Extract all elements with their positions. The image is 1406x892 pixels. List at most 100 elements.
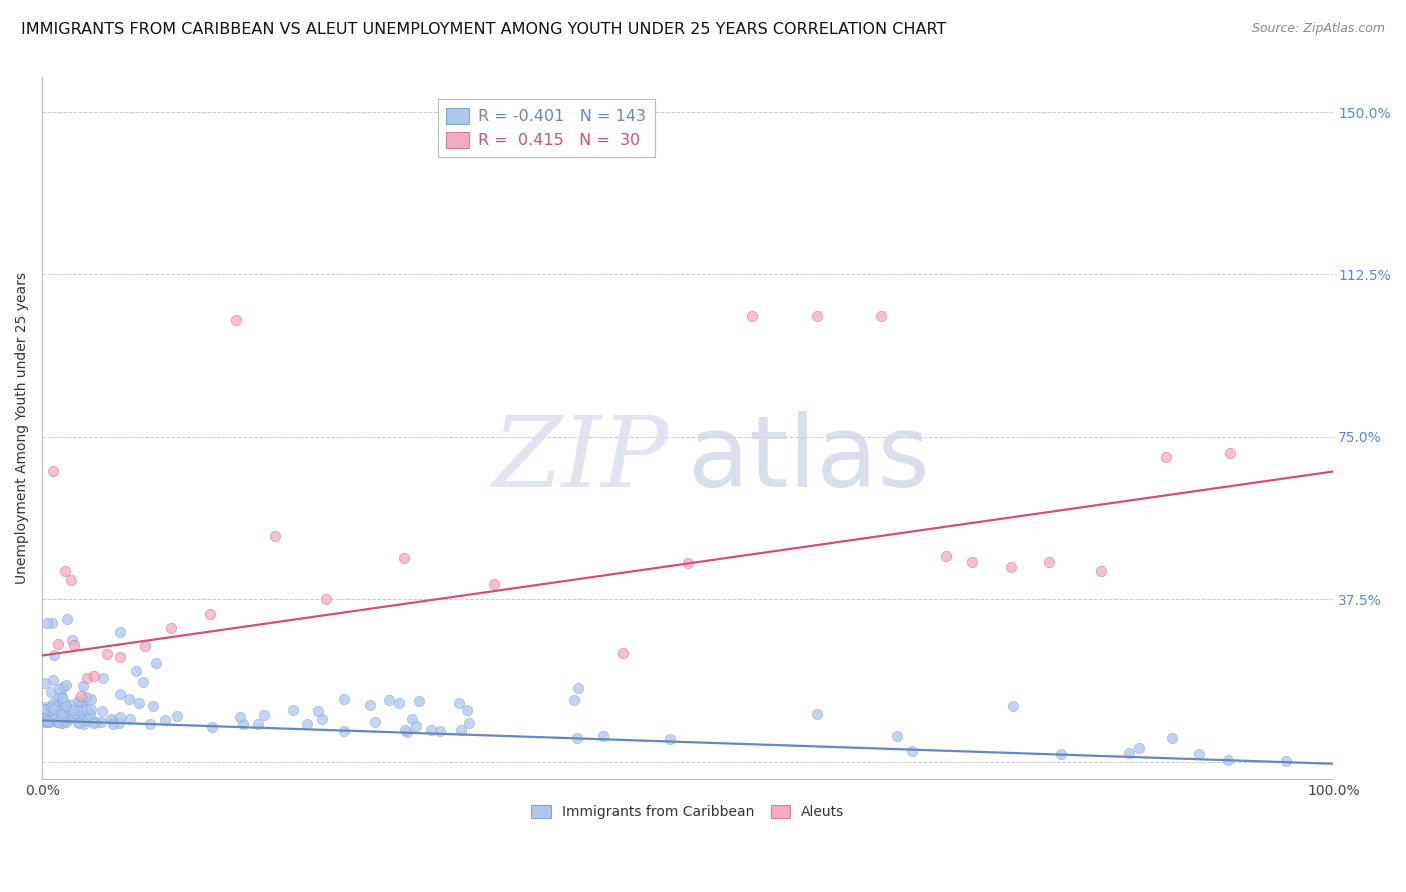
- Point: [51, 690, 73, 705]
- Point: [63, 706, 86, 720]
- Point: [67, 703, 90, 717]
- Point: [75, 690, 97, 704]
- Point: [333, 692, 356, 706]
- Point: [562, 693, 585, 707]
- Point: [41, 465, 63, 479]
- Point: [76, 712, 98, 726]
- Point: [53, 698, 76, 713]
- Point: [60, 698, 83, 712]
- Point: [450, 723, 472, 737]
- Point: [55, 698, 77, 713]
- Point: [79, 708, 101, 723]
- Point: [198, 607, 221, 621]
- Point: [48, 709, 70, 723]
- Point: [128, 697, 150, 711]
- Point: [139, 716, 162, 731]
- Point: [659, 732, 682, 747]
- Point: [39, 685, 62, 699]
- Point: [67, 693, 90, 707]
- Point: [59, 711, 82, 725]
- Point: [41, 696, 63, 710]
- Point: [1216, 753, 1239, 767]
- Point: [107, 716, 129, 731]
- Point: [44, 705, 66, 719]
- Point: [1038, 556, 1060, 570]
- Point: [63, 638, 86, 652]
- Point: [429, 723, 451, 738]
- Point: [70, 689, 93, 703]
- Point: [108, 710, 131, 724]
- Point: [297, 717, 319, 731]
- Point: [1219, 445, 1241, 459]
- Point: [592, 729, 614, 743]
- Point: [51, 690, 73, 705]
- Y-axis label: Unemployment Among Youth under 25 years: Unemployment Among Youth under 25 years: [15, 272, 30, 584]
- Point: [225, 313, 247, 327]
- Text: Source: ZipAtlas.com: Source: ZipAtlas.com: [1251, 22, 1385, 36]
- Point: [960, 556, 983, 570]
- Point: [45, 707, 67, 722]
- Point: [53, 714, 76, 728]
- Point: [75, 702, 97, 716]
- Point: [79, 706, 101, 720]
- Point: [39, 712, 62, 726]
- Point: [66, 714, 89, 729]
- Point: [166, 709, 188, 723]
- Point: [90, 714, 112, 729]
- Point: [449, 696, 471, 710]
- Point: [118, 712, 141, 726]
- Point: [42, 699, 65, 714]
- Point: [51, 706, 73, 721]
- Point: [35, 713, 58, 727]
- Point: [80, 692, 103, 706]
- Point: [44, 712, 66, 726]
- Point: [52, 695, 75, 709]
- Text: IMMIGRANTS FROM CARIBBEAN VS ALEUT UNEMPLOYMENT AMONG YOUTH UNDER 25 YEARS CORRE: IMMIGRANTS FROM CARIBBEAN VS ALEUT UNEMP…: [21, 22, 946, 37]
- Point: [38, 709, 60, 723]
- Point: [73, 717, 96, 731]
- Point: [311, 713, 333, 727]
- Point: [83, 715, 105, 730]
- Point: [1118, 746, 1140, 760]
- Point: [1090, 564, 1112, 578]
- Point: [46, 714, 69, 729]
- Point: [457, 716, 479, 731]
- Point: [91, 671, 114, 685]
- Point: [103, 717, 125, 731]
- Point: [48, 681, 70, 696]
- Point: [108, 687, 131, 701]
- Point: [1188, 747, 1211, 761]
- Point: [42, 673, 65, 688]
- Point: [51, 714, 73, 728]
- Point: [1002, 698, 1025, 713]
- Point: [108, 624, 131, 639]
- Point: [901, 744, 924, 758]
- Point: [55, 715, 77, 730]
- Point: [387, 696, 409, 710]
- Point: [1050, 747, 1073, 761]
- Point: [45, 710, 67, 724]
- Point: [96, 647, 118, 661]
- Point: [567, 731, 589, 746]
- Point: [145, 656, 167, 670]
- Point: [42, 702, 65, 716]
- Point: [394, 723, 416, 738]
- Text: ZIP: ZIP: [492, 412, 668, 508]
- Point: [49, 715, 72, 730]
- Point: [49, 707, 72, 722]
- Point: [886, 729, 908, 743]
- Point: [69, 716, 91, 731]
- Point: [56, 612, 79, 626]
- Point: [46, 709, 69, 723]
- Point: [51, 713, 73, 727]
- Text: atlas: atlas: [688, 411, 929, 508]
- Point: [72, 679, 94, 693]
- Point: [75, 713, 97, 727]
- Point: [263, 529, 285, 543]
- Point: [247, 716, 270, 731]
- Point: [55, 712, 77, 726]
- Point: [307, 704, 329, 718]
- Point: [333, 723, 356, 738]
- Point: [1154, 450, 1177, 464]
- Point: [56, 702, 79, 716]
